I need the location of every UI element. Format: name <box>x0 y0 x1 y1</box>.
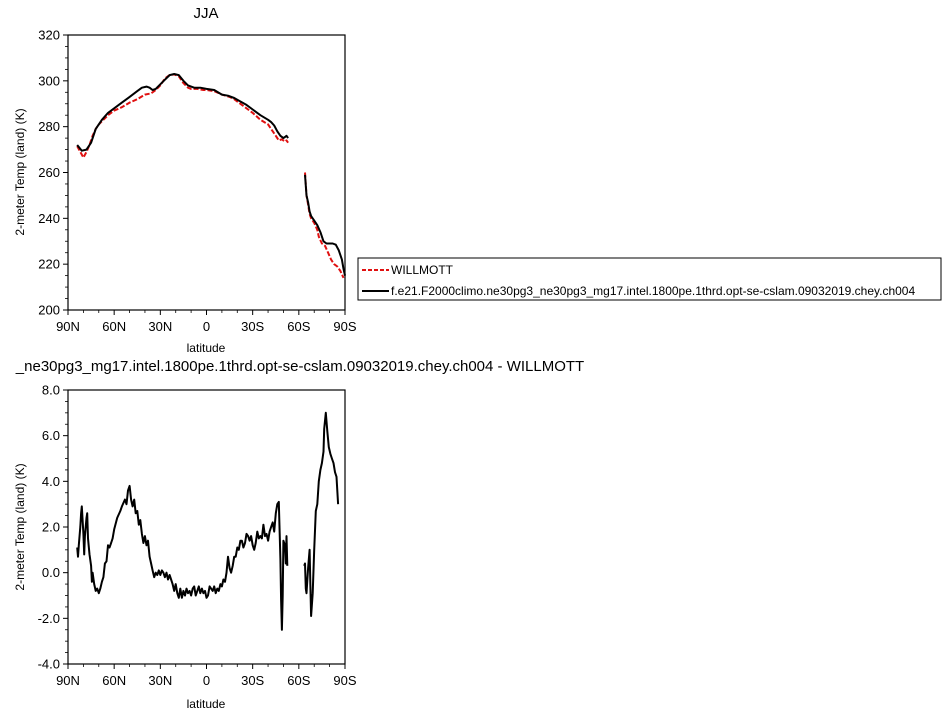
top-x-axis-ticks: 90N 60N 30N 0 30S 60S 90S <box>56 310 357 334</box>
top-y-tick-label: 200 <box>38 303 60 318</box>
bottom-x-tick-label: 60N <box>102 673 126 688</box>
bottom-x-tick-label: 0 <box>203 673 210 688</box>
top-series-0-line-segment-0 <box>76 73 289 159</box>
bottom-plot-lines <box>76 411 340 631</box>
bottom-series-0-line-segment-0 <box>76 484 289 631</box>
top-y-tick-label: 240 <box>38 211 60 226</box>
top-plot-frame <box>67 34 346 311</box>
top-y-axis-label: 2-meter Temp (land) (K) <box>13 108 27 235</box>
bottom-x-tick-label: 30S <box>241 673 264 688</box>
top-x-tick-label: 90N <box>56 319 80 334</box>
bottom-y-axis-label: 2-meter Temp (land) (K) <box>13 463 27 590</box>
bottom-y-tick-label: 0.0 <box>42 565 60 580</box>
bottom-series-0-line-segment-1 <box>303 411 340 617</box>
legend-willmott-label: WILLMOTT <box>391 263 454 277</box>
top-x-tick-label: 90S <box>333 319 356 334</box>
bottom-x-tick-label: 90N <box>56 673 80 688</box>
top-y-tick-label: 280 <box>38 119 60 134</box>
bottom-y-tick-label: -2.0 <box>38 611 60 626</box>
top-series-1-line-segment-1 <box>304 174 346 276</box>
legend-model-label: f.e21.F2000climo.ne30pg3_ne30pg3_mg17.in… <box>391 284 915 298</box>
legend: WILLMOTT f.e21.F2000climo.ne30pg3_ne30pg… <box>357 257 942 301</box>
bottom-y-tick-label: 8.0 <box>42 383 60 398</box>
top-y-tick-label: 300 <box>38 73 60 88</box>
bottom-y-tick-label: 6.0 <box>42 428 60 443</box>
top-series-1-line-segment-0 <box>76 73 289 152</box>
top-y-tick-label: 220 <box>38 257 60 272</box>
bottom-y-tick-label: -4.0 <box>38 657 60 672</box>
legend-box <box>357 257 942 301</box>
bottom-x-tick-label: 30N <box>148 673 172 688</box>
bottom-x-axis-label: latitude <box>187 697 226 711</box>
bottom-chart-title: _ne30pg3_mg17.intel.1800pe.1thrd.opt-se-… <box>15 358 584 375</box>
top-x-tick-label: 60S <box>287 319 310 334</box>
top-chart-title: JJA <box>193 5 218 22</box>
top-y-axis-ticks: 200 220 240 260 280 300 320 <box>38 28 68 318</box>
top-chart: JJA 200 220 240 260 280 300 320 90N 60N 30N 0 30S 6… <box>13 5 357 355</box>
top-x-axis-label: latitude <box>187 341 226 355</box>
top-y-tick-label: 260 <box>38 165 60 180</box>
top-series-0-line-segment-1 <box>304 172 345 279</box>
bottom-y-tick-label: 2.0 <box>42 520 60 535</box>
bottom-y-axis-ticks: -4.0 -2.0 0.0 2.0 4.0 6.0 8.0 <box>38 383 68 672</box>
top-y-tick-label: 320 <box>38 28 60 43</box>
bottom-chart: _ne30pg3_mg17.intel.1800pe.1thrd.opt-se-… <box>13 358 584 711</box>
top-x-tick-label: 30S <box>241 319 264 334</box>
top-plot-lines <box>76 73 346 279</box>
bottom-y-tick-label: 4.0 <box>42 474 60 489</box>
bottom-x-tick-label: 90S <box>333 673 356 688</box>
top-x-tick-label: 60N <box>102 319 126 334</box>
bottom-x-tick-label: 60S <box>287 673 310 688</box>
bottom-plot-frame <box>67 389 346 665</box>
top-x-tick-label: 0 <box>203 319 210 334</box>
top-x-tick-label: 30N <box>148 319 172 334</box>
bottom-x-axis-ticks: 90N 60N 30N 0 30S 60S 90S <box>56 664 357 688</box>
